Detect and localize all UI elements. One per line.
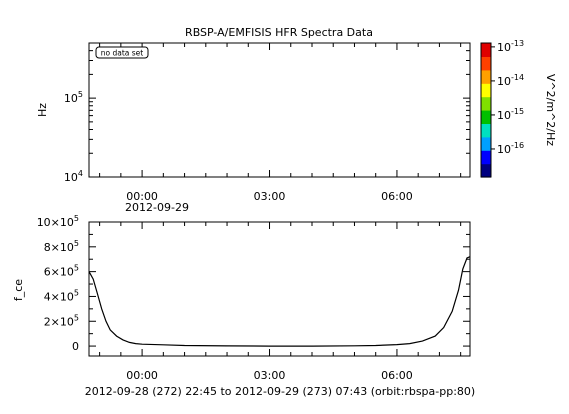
no-data-box	[95, 46, 149, 59]
colorbar-tick-label: 10-15	[497, 107, 524, 122]
colorbar-cell	[481, 150, 491, 165]
panel1-x-axis: 00:00 03:00 06:00	[99, 43, 462, 203]
panel2-y-tick-label: 4×105	[44, 288, 79, 303]
panel1-plot-area	[88, 42, 471, 178]
colorbar-cell	[481, 69, 491, 84]
panel2-y-tick-label: 10×105	[37, 214, 79, 229]
colorbar-tick-label: 10-13	[497, 39, 524, 54]
panel2-y-tick-label: 6×105	[44, 264, 79, 279]
colorbar-label: V^2/m^2/Hz	[544, 74, 557, 146]
panel1-y-tick-label: 105	[64, 90, 83, 105]
panel2-y-tick-label: 8×105	[44, 239, 79, 254]
no-data-annotation: no data set	[101, 49, 144, 58]
panel1-title: RBSP-A/EMFISIS HFR Spectra Data	[185, 26, 373, 39]
panel2-x-tick-label: 03:00	[254, 369, 286, 382]
colorbar-axis: 10-13 10-14 10-15 10-16	[491, 39, 524, 156]
panel2-y-axis: 10×105 8×105 6×105 4×105 2×105 0	[37, 214, 470, 353]
colorbar-cell	[481, 110, 491, 124]
colorbar-cell	[481, 56, 491, 71]
colorbar-cell	[481, 43, 491, 57]
panel2-y-tick-label: 2×105	[44, 313, 79, 328]
panel1-y-axis: 104 105	[64, 42, 470, 184]
panel2-x-tick-label: 00:00	[126, 369, 158, 382]
colorbar-frame	[480, 42, 492, 178]
panel2-ylabel: f_ce	[12, 279, 25, 301]
panel1-x-tick-label: 03:00	[254, 190, 286, 203]
panel1-y-tick-label: 104	[64, 169, 83, 184]
colorbar-tick-label: 10-16	[497, 141, 524, 156]
colorbar-cell	[481, 136, 491, 151]
colorbar-cell	[481, 163, 491, 178]
fce-series-line	[88, 256, 471, 347]
panel1-x-tick-label: 06:00	[381, 190, 413, 203]
panel2-x-axis: 00:00 03:00 06:00	[99, 222, 462, 382]
panel1-x-tick-label: 00:00	[126, 190, 158, 203]
panel2-x-tick-label: 06:00	[381, 369, 413, 382]
colorbar-tick-label: 10-14	[497, 73, 524, 88]
colorbar-cell	[481, 123, 491, 138]
colorbar	[481, 43, 491, 178]
panel1-ylabel: Hz	[36, 103, 49, 117]
panel1-x-date-label: 2012-09-29	[125, 201, 189, 214]
time-range-footer: 2012-09-28 (272) 22:45 to 2012-09-29 (27…	[85, 385, 475, 398]
panel2-y-tick-label: 0	[72, 340, 79, 353]
colorbar-cell	[481, 83, 491, 98]
panel2-plot-area	[88, 221, 471, 357]
colorbar-cell	[481, 96, 491, 111]
